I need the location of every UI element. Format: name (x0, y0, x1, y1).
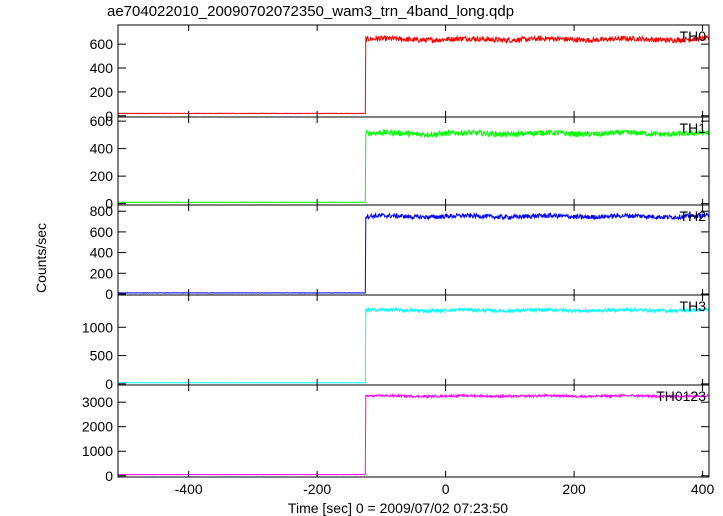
lightcurve-series-th1 (117, 128, 710, 204)
lightcurve-series-th2 (117, 211, 710, 294)
y-tick-label: 3000 (82, 394, 113, 410)
y-tick-label: 800 (90, 203, 114, 219)
band-label-th3: TH3 (680, 298, 707, 314)
y-tick-label: 1000 (82, 319, 113, 335)
y-tick-label: 400 (90, 245, 114, 261)
y-tick-label: 600 (90, 224, 114, 240)
y-tick-label: 0 (105, 286, 113, 302)
panel-frame-th3 (117, 294, 710, 386)
x-tick-label: 400 (691, 481, 715, 497)
panel-frame-th1 (117, 116, 710, 206)
lightcurve-series-th3 (117, 306, 710, 384)
y-tick-label: 2000 (82, 419, 113, 435)
panel-frame-th0123 (117, 384, 710, 478)
y-tick-label: 0 (105, 468, 113, 484)
lightcurve-series-th0 (117, 34, 709, 115)
y-axis-title: Counts/sec (33, 223, 49, 293)
x-tick-label: 200 (562, 481, 586, 497)
y-tick-label: 600 (90, 36, 114, 52)
y-tick-label: 200 (90, 265, 114, 281)
y-tick-label: 400 (90, 141, 114, 157)
y-tick-label: 0 (105, 196, 113, 212)
y-tick-label: 400 (90, 60, 114, 76)
chart-title: ae704022010_20090702072350_wam3_trn_4ban… (107, 3, 515, 20)
band-label-th0123: TH0123 (656, 388, 706, 404)
lightcurve-series-th0123 (118, 392, 709, 476)
y-tick-label: 1000 (82, 443, 113, 459)
y-tick-label: 0 (105, 376, 113, 392)
x-tick-label: -400 (175, 481, 203, 497)
band-label-th2: TH2 (680, 208, 707, 224)
x-axis-title: Time [sec] 0 = 2009/07/02 07:23:50 (288, 500, 508, 516)
y-tick-label: 200 (90, 84, 114, 100)
y-tick-label: 0 (105, 108, 113, 124)
x-tick-label: -200 (303, 481, 331, 497)
band-label-th0: TH0 (680, 28, 707, 44)
band-label-th1: TH1 (680, 120, 707, 136)
y-tick-label: 600 (90, 113, 114, 129)
y-tick-label: 200 (90, 168, 114, 184)
y-tick-label: 500 (90, 348, 114, 364)
x-tick-label: 0 (442, 481, 450, 497)
